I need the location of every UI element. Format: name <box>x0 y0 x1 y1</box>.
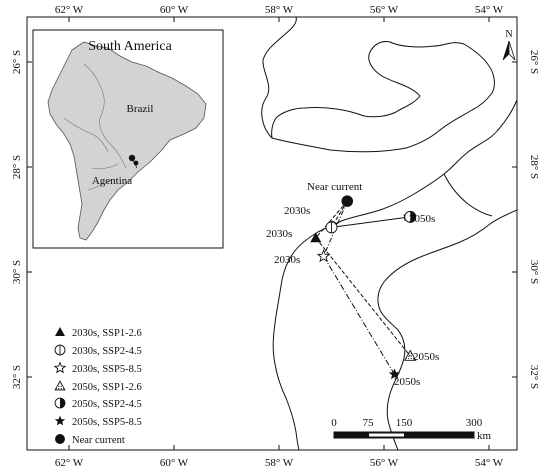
study-area-marker <box>128 154 139 169</box>
river-tributary <box>443 173 493 217</box>
legend-label-4: 2050s, SSP2-4.5 <box>72 399 142 410</box>
legend-symbol-6 <box>55 434 65 444</box>
centroid-ssp245-2050 <box>404 210 417 223</box>
label-ssp245-2030: 2030s <box>284 205 310 217</box>
inset-map: South America Brazil Agentina <box>32 29 224 249</box>
lon-label-top-54: 54° W <box>475 4 504 16</box>
legend-symbol-5 <box>54 415 66 426</box>
river-boundary-north <box>261 17 297 139</box>
lat-label-right-32: 32° S <box>528 365 540 389</box>
centroid-ssp585-2050 <box>388 368 401 380</box>
centroid-ssp126-2030 <box>310 232 322 243</box>
inset-label-argentina: Agentina <box>92 175 132 187</box>
shift-line-ssp126 <box>315 237 411 357</box>
legend-symbol-1 <box>54 344 66 356</box>
north-arrow-letter: N <box>505 29 512 40</box>
river-boundary-east <box>377 209 517 450</box>
scale-tick-75: 75 <box>363 417 375 429</box>
lat-label-left-30: 30° S <box>11 260 23 284</box>
lat-label-left-32: 32° S <box>11 365 23 389</box>
inset-label-brazil: Brazil <box>127 103 154 115</box>
lat-label-right-28: 28° S <box>528 155 540 179</box>
map-frame <box>26 16 518 451</box>
lon-label-bottom-56: 56° W <box>370 457 399 469</box>
legend-label-1: 2030s, SSP2-4.5 <box>72 346 142 357</box>
shift-line-ssp585 <box>323 255 395 375</box>
centroid-ssp585-2030 <box>316 249 331 263</box>
legend-label-5: 2050s, SSP5-8.5 <box>72 417 142 428</box>
shift-line-ssp245 <box>331 214 411 228</box>
lon-label-top-58: 58° W <box>265 4 294 16</box>
legend-symbol-0 <box>55 327 65 336</box>
label-ssp126-2050: 2050s <box>413 351 439 363</box>
label-ssp585-2030: 2030s <box>274 254 300 266</box>
centroid-ssp245-2030 <box>325 221 338 234</box>
lon-label-bottom-62: 62° W <box>55 457 84 469</box>
lat-label-right-26: 26° S <box>528 50 540 74</box>
border-andes <box>63 117 109 153</box>
lon-label-bottom-54: 54° W <box>475 457 504 469</box>
south-america-outline <box>47 41 207 241</box>
label-ssp126-2030: 2030s <box>266 228 292 240</box>
lon-label-bottom-58: 58° W <box>265 457 294 469</box>
lon-label-top-62: 62° W <box>55 4 84 16</box>
lat-label-right-30: 30° S <box>528 260 540 284</box>
legend-label-3: 2050s, SSP1-2.6 <box>72 382 142 393</box>
legend-label-2: 2030s, SSP5-8.5 <box>72 364 142 375</box>
shift-line-current-to-2030-ssp126 <box>315 200 348 239</box>
label-ssp245-2050: 2050s <box>409 213 435 225</box>
label-near-current: Near current <box>307 181 362 193</box>
legend-symbols <box>53 327 67 444</box>
border-argentina <box>87 163 119 191</box>
lon-label-top-56: 56° W <box>370 4 399 16</box>
legend-symbol-2 <box>53 361 67 374</box>
inset-title: South America <box>88 39 172 54</box>
border-brazil <box>83 63 127 169</box>
centroid-near-current <box>341 195 354 207</box>
scale-tick-0: 0 <box>331 417 337 429</box>
river-boundary-main <box>272 99 517 450</box>
legend: 2030s, SSP1-2.6 2030s, SSP2-4.5 2030s, S… <box>53 327 142 446</box>
lat-label-left-26: 26° S <box>11 50 23 74</box>
legend-label-0: 2030s, SSP1-2.6 <box>72 328 142 339</box>
centroid-symbols <box>310 195 417 380</box>
label-ssp585-2050: 2050s <box>394 376 420 388</box>
scale-tick-150: 150 <box>396 417 413 429</box>
legend-symbol-4 <box>54 397 66 409</box>
legend-label-6: Near current <box>72 435 125 446</box>
lat-label-left-28: 28° S <box>11 155 23 179</box>
scale-tick-300: 300 <box>466 417 483 429</box>
scale-unit: km <box>477 430 492 442</box>
legend-symbol-3 <box>54 380 66 391</box>
region-north <box>271 41 495 153</box>
scale-bar: 0 75 150 300 km <box>331 417 491 442</box>
frame-ticks <box>27 17 517 450</box>
centroid-ssp126-2050 <box>404 349 417 361</box>
lon-label-top-60: 60° W <box>160 4 189 16</box>
north-arrow-icon: N <box>502 29 516 61</box>
lon-label-bottom-60: 60° W <box>160 457 189 469</box>
